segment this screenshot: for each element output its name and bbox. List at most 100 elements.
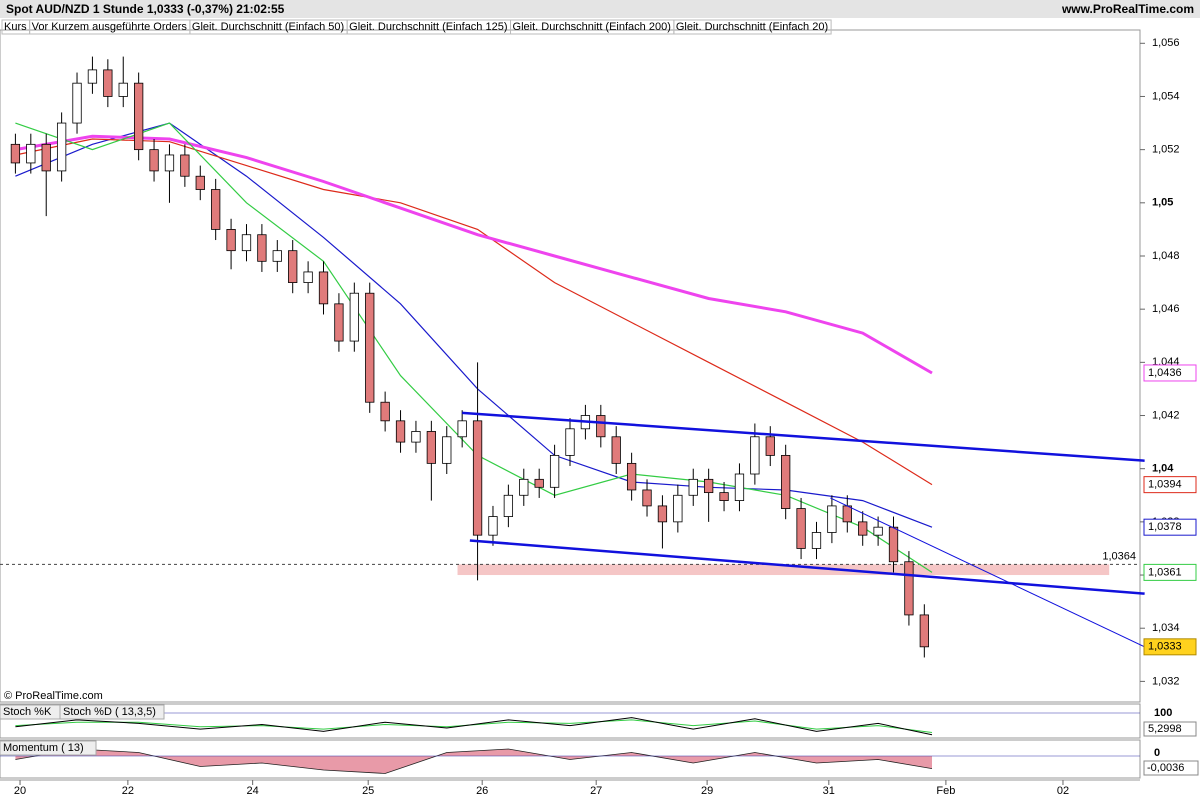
momentum-line [15,748,933,774]
value-box-label: 5,2998 [1148,723,1182,735]
candle-body [149,149,159,172]
x-tick-label: 22 [122,785,134,797]
candle-body [457,420,467,438]
level-label: 1,0364 [1102,550,1136,562]
momentum-panel [0,739,1141,779]
stoch-tick-label: 100 [1154,707,1172,719]
candle-body [688,478,698,496]
x-tick-label: 20 [14,785,26,797]
candle-body [87,69,98,84]
value-box-label: 1,0333 [1148,641,1182,653]
candle-body [750,436,760,475]
x-tick-label: 31 [823,785,835,797]
panel-label-box [0,740,97,756]
candle-body [257,234,267,262]
value-box-label: -0,0036 [1147,762,1184,774]
candle-body [288,250,298,283]
stoch-k [15,717,933,736]
candle-body [211,189,221,230]
price-panel [0,29,1141,703]
panel-label: Momentum ( 13) [3,742,84,754]
candle-body [164,154,175,172]
momentum-tick-label: 0 [1154,747,1160,759]
candle-body [118,82,128,97]
candle-body [642,489,652,507]
x-tick-label: 26 [476,785,488,797]
y-tick-label: 1,04 [1152,463,1174,475]
y-tick-label: 1,042 [1152,409,1180,421]
value-box [1143,518,1197,536]
y-tick-label: 1,054 [1152,90,1180,102]
candle-body [72,82,82,124]
value-box-label: 1,0436 [1148,367,1182,379]
legend-box [673,19,832,35]
legend-item: Gleit. Durchschnitt (Einfach 50) [192,21,344,33]
value-box-label: 1,0361 [1148,566,1182,578]
candle-body [56,122,67,172]
candle-body [549,454,560,488]
x-tick-label: 25 [362,785,374,797]
legend: Kurs Vor Kurzem ausgeführte Orders Gleit. … [1,19,832,35]
panel-label-box [59,704,165,720]
candle-body [41,143,51,172]
candle-body [395,420,406,443]
y-tick-label: 1,046 [1152,303,1180,315]
candle-body [180,154,190,177]
source: www.ProRealTime.com [1061,2,1194,16]
candle-body [26,143,36,164]
candle-body [719,492,729,501]
value-box [1143,638,1197,656]
legend-item: Gleit. Durchschnitt (Einfach 125) [349,21,507,33]
legend-item: Vor Kurzem ausgeführte Orders [32,21,188,33]
candle-body [673,494,683,523]
candle-body [842,505,852,523]
value-box [1143,364,1197,382]
x-tick-label: 24 [247,785,259,797]
candle-body [596,415,606,438]
candle-body [919,614,929,648]
candle-body [442,436,452,464]
header-bar [0,0,1200,18]
x-tick-label: Feb [936,785,955,797]
candle-body [626,462,637,491]
trendline [462,411,1145,462]
y-tick-label: 1,05 [1152,197,1173,209]
value-box [1143,563,1197,581]
candle-body [10,143,21,164]
y-tick-label: 1,056 [1152,37,1180,49]
candle-body [888,526,899,563]
copyright: © ProRealTime.com [4,690,103,702]
candle-body [565,428,575,456]
candle-body [426,431,436,464]
candle-body [765,436,775,456]
stoch-panel [0,703,1141,739]
candle-body [811,532,822,549]
value-box [1143,721,1197,737]
candle-body [657,505,668,523]
candle-body [411,431,421,443]
candle-body [334,303,344,342]
moving-average [15,138,933,486]
candle-body [827,505,837,533]
trendline [830,497,1145,648]
candle-body [103,69,113,97]
candle-body [873,526,883,536]
candle-body [904,561,914,616]
momentum-area [15,749,933,774]
candle-body [226,229,236,252]
candle-body [858,521,868,536]
moving-average [15,134,933,375]
candle-body [503,494,514,517]
x-tick-label: 29 [701,785,713,797]
candle-body [272,250,282,262]
legend-item: Gleit. Durchschnitt (Einfach 20) [676,21,828,33]
candle-body [534,478,544,488]
candle-body [195,175,205,190]
value-box [1143,760,1199,776]
x-tick-label: 27 [590,785,602,797]
candle-body [472,420,483,536]
candle-body [519,478,529,496]
panel-label: Stoch %D ( 13,3,5) [63,706,156,718]
